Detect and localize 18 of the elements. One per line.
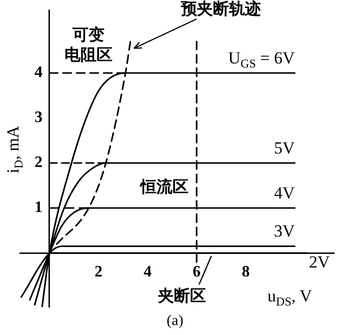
annotation: 恒流区 bbox=[140, 176, 189, 196]
x-tick-label: 6 bbox=[192, 264, 201, 281]
series-label: 2V bbox=[309, 252, 331, 272]
annotation: 预夹断轨迹 bbox=[180, 0, 262, 18]
series-label: 4V bbox=[274, 183, 296, 202]
series-label: 5V bbox=[274, 138, 296, 158]
annotation: 可变电阻区 bbox=[64, 26, 113, 64]
y-tick-label: 2 bbox=[34, 154, 42, 172]
y-tick-label: 3 bbox=[34, 109, 42, 126]
series-label: 3V bbox=[274, 222, 296, 241]
x-tick-label: 8 bbox=[242, 264, 250, 281]
annotation: 夹断区 bbox=[156, 287, 206, 306]
y-tick-label: 1 bbox=[34, 199, 42, 216]
x-tick-label: 4 bbox=[144, 264, 152, 281]
text: (a) bbox=[166, 312, 184, 330]
y-tick-label: 4 bbox=[34, 64, 42, 82]
x-tick-label: 2 bbox=[94, 264, 102, 281]
y-axis-title: iD, mA bbox=[3, 125, 26, 174]
